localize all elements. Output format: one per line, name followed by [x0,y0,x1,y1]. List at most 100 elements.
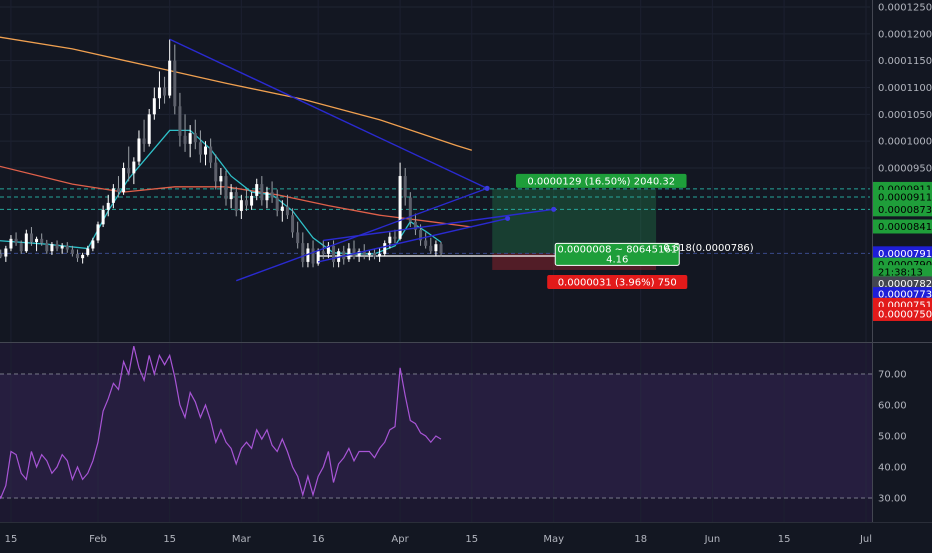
candle[interactable] [342,245,346,265]
price-badge[interactable]: 0.0000873 [873,202,932,217]
candle[interactable] [19,240,23,254]
candle[interactable] [55,240,59,252]
candle[interactable] [101,205,105,228]
candle[interactable] [265,186,269,209]
trendline-2[interactable] [318,217,508,263]
candle[interactable] [122,162,126,195]
candle[interactable] [70,245,74,257]
price-badge[interactable]: 0.0000773 [873,287,932,302]
candle[interactable] [4,245,8,262]
candle[interactable] [9,235,13,252]
candle[interactable] [250,192,254,210]
candle[interactable] [285,194,289,219]
candle[interactable] [157,71,161,109]
candle[interactable] [378,248,382,262]
candle[interactable] [178,92,182,147]
candle[interactable] [229,184,233,209]
price-badge[interactable]: 0.0000911 [873,189,932,204]
candle[interactable] [219,168,223,195]
candle[interactable] [40,233,44,246]
candle[interactable] [127,146,131,182]
candle[interactable] [275,189,279,217]
candle[interactable] [244,189,248,211]
candle[interactable] [0,249,3,259]
candle[interactable] [270,181,274,203]
candle[interactable] [188,125,192,158]
candle[interactable] [65,242,69,253]
candle[interactable] [280,200,284,222]
candle[interactable] [111,184,115,209]
candle[interactable] [306,243,310,268]
price-badge[interactable]: 0.0000841 [873,219,932,234]
candle[interactable] [224,170,228,206]
trendline-1[interactable] [169,38,488,190]
candle[interactable] [352,240,356,260]
candle[interactable] [424,232,428,249]
candle[interactable] [147,108,151,147]
candle[interactable] [152,87,156,120]
candle[interactable] [45,239,49,254]
candle[interactable] [434,240,438,257]
candle[interactable] [301,232,305,268]
candle[interactable] [311,240,315,268]
profit-zone[interactable] [492,188,657,254]
candle[interactable] [168,39,172,99]
candle[interactable] [439,242,443,257]
trendline-3[interactable] [235,187,488,282]
candle[interactable] [296,221,300,249]
candle[interactable] [86,245,90,257]
candle[interactable] [321,240,325,260]
candle[interactable] [183,114,187,152]
candle[interactable] [239,194,243,219]
stop-label[interactable]: 0.0000031 (3.96%) 750 [547,274,688,289]
candle[interactable] [91,237,95,252]
candle[interactable] [255,178,259,201]
candle[interactable] [413,213,417,236]
price-badge[interactable]: 0.0000791 [873,246,932,261]
candle[interactable] [142,119,146,152]
candle[interactable] [214,154,218,190]
candle[interactable] [393,229,397,244]
candle[interactable] [173,44,177,115]
candle[interactable] [116,176,120,198]
target-label[interactable]: 0.0000129 (16.50%) 2040.32 [515,173,687,188]
candle[interactable] [408,192,412,228]
candle[interactable] [81,252,85,264]
trendline-handle[interactable] [505,215,511,221]
candle[interactable] [383,240,387,257]
price-badge[interactable]: 0.0000750 [873,306,932,321]
candle[interactable] [403,168,407,206]
candle[interactable] [60,243,64,254]
candle[interactable] [372,248,376,260]
candle[interactable] [204,141,208,166]
trendline-4[interactable] [323,208,554,242]
candle[interactable] [76,249,80,262]
candle[interactable] [367,249,371,261]
candle[interactable] [198,130,202,163]
candle[interactable] [429,237,433,254]
trendline-handle[interactable] [551,206,557,212]
candle[interactable] [291,208,295,238]
candle[interactable] [357,248,361,262]
candle[interactable] [398,162,402,241]
candle[interactable] [137,130,141,166]
candle[interactable] [209,138,213,168]
candle[interactable] [163,76,167,104]
candle[interactable] [35,236,39,252]
candle[interactable] [260,176,264,206]
candle[interactable] [347,243,351,262]
trendline-handle[interactable] [484,185,490,191]
candle[interactable] [132,157,136,185]
candle[interactable] [193,119,197,150]
candle[interactable] [29,227,33,246]
candle[interactable] [316,248,320,266]
candle[interactable] [106,194,110,217]
candle[interactable] [326,242,330,259]
candle[interactable] [96,221,100,244]
candle[interactable] [14,232,18,246]
price-badge[interactable]: 21:38:13 [873,265,932,280]
price-badge[interactable]: 0.0000782 [873,276,932,291]
